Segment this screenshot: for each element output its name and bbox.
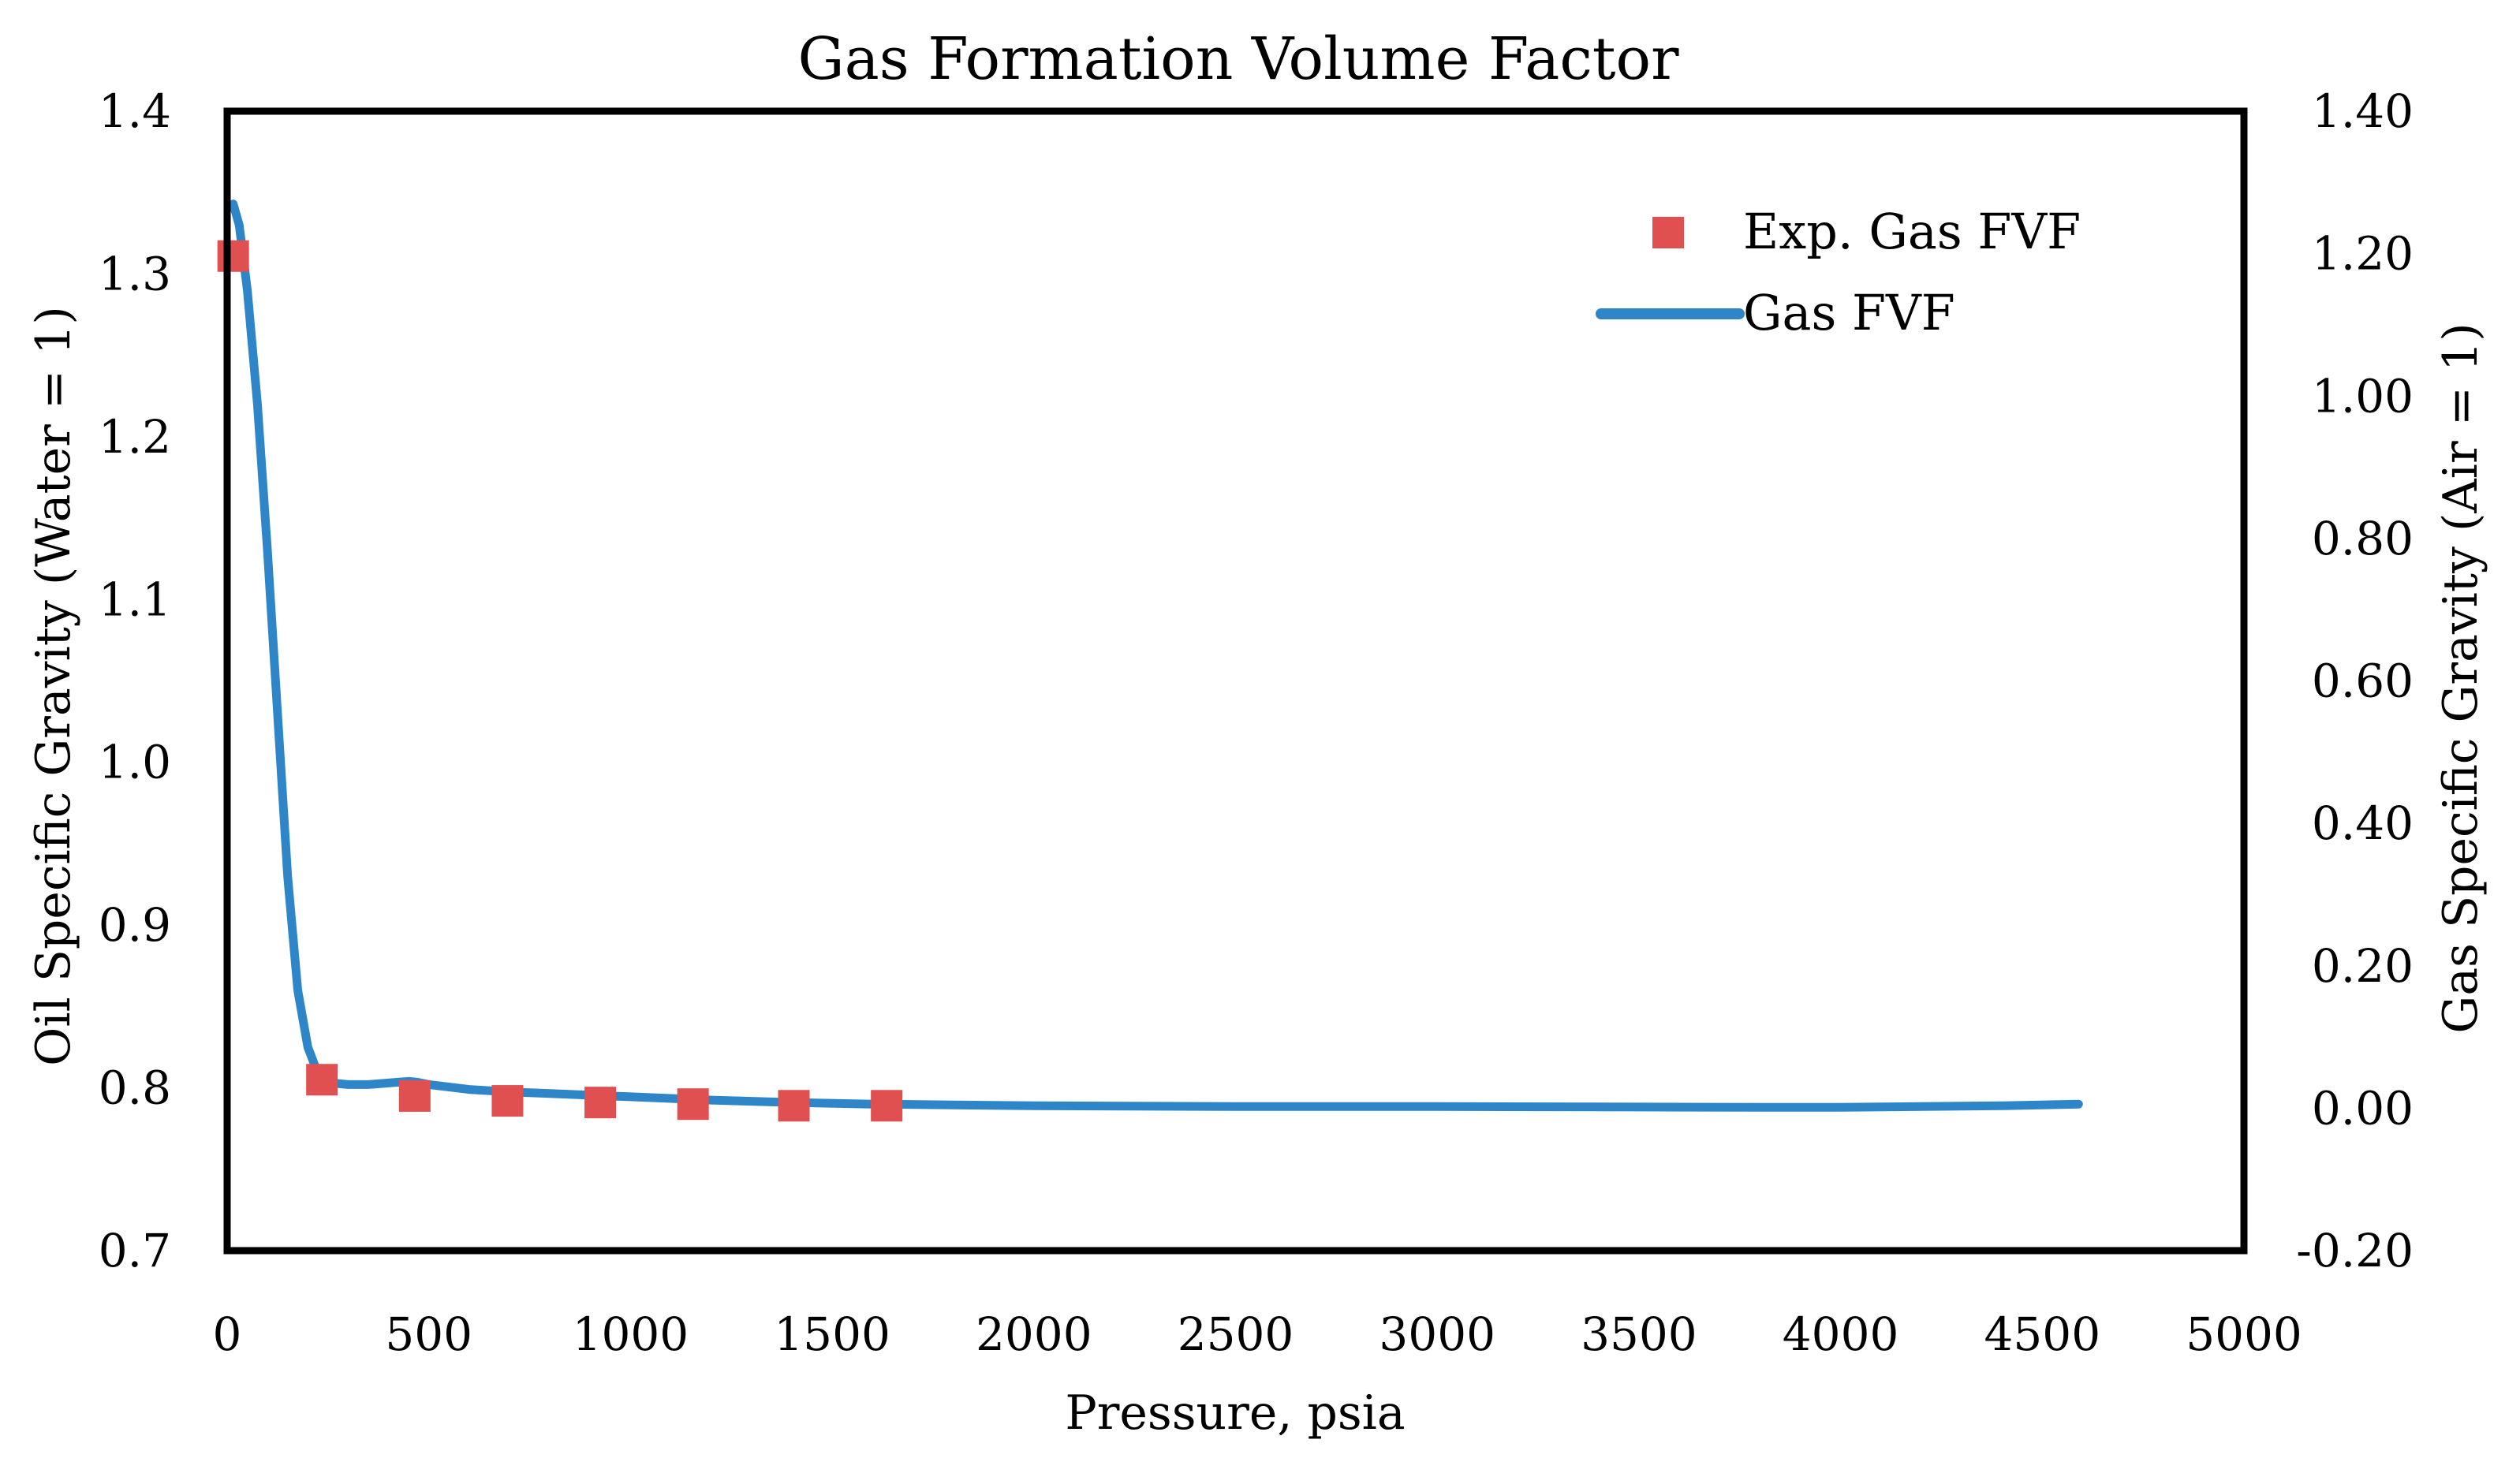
y-right-tick-label: 0.80 <box>2312 512 2414 565</box>
series-layer <box>217 200 2083 1122</box>
x-tick-label: 4500 <box>1984 1307 2100 1361</box>
y-right-axis-tick-labels: 1.40 1.20 1.00 0.80 0.60 0.40 0.20 0.00 -0.20 <box>2296 84 2414 1277</box>
exp-gas-fvf-point <box>778 1090 810 1122</box>
x-tick-label: 3500 <box>1581 1307 1697 1361</box>
x-tick-label: 2500 <box>1178 1307 1294 1361</box>
x-tick-label: 1000 <box>573 1307 689 1361</box>
exp-gas-fvf-point <box>491 1085 524 1117</box>
exp-gas-fvf-point <box>306 1064 338 1096</box>
chart-title: Gas Formation Volume Factor <box>798 25 1680 93</box>
exp-gas-fvf-point <box>677 1088 709 1121</box>
exp-gas-fvf-point <box>584 1087 617 1119</box>
legend: Exp. Gas FVF Gas FVF <box>1596 203 2081 341</box>
exp-gas-fvf-point <box>871 1090 903 1122</box>
y-left-axis-tick-labels: 1.4 1.3 1.2 1.1 1.0 0.9 0.8 0.7 <box>99 84 171 1277</box>
y-left-tick-label: 0.7 <box>99 1224 171 1277</box>
x-axis-label: Pressure, psia <box>1065 1385 1405 1441</box>
y-left-tick-label: 1.4 <box>99 84 171 138</box>
y-left-axis-label: Oil Specific Gravity (Water = 1) <box>26 306 81 1066</box>
exp-gas-fvf-point <box>398 1080 431 1112</box>
x-tick-label: 3000 <box>1379 1307 1495 1361</box>
x-tick-label: 1500 <box>774 1307 890 1361</box>
legend-label-exp-gas-fvf: Exp. Gas FVF <box>1743 203 2081 260</box>
y-left-tick-label: 1.2 <box>99 410 171 464</box>
legend-marker-exp-gas-fvf <box>1652 217 1684 248</box>
x-tick-label: 4000 <box>1783 1307 1899 1361</box>
y-right-tick-label: 1.00 <box>2312 369 2414 423</box>
y-left-tick-label: 0.9 <box>99 898 171 952</box>
y-right-tick-label: 0.40 <box>2312 796 2414 850</box>
y-right-tick-label: 0.00 <box>2312 1081 2414 1135</box>
x-axis-tick-labels: 0 500 1000 1500 2000 2500 3000 3500 4000 4500 5000 <box>213 1307 2302 1361</box>
y-right-tick-label: 0.60 <box>2312 654 2414 708</box>
x-tick-label: 5000 <box>2186 1307 2302 1361</box>
y-right-tick-label: -0.20 <box>2296 1224 2414 1277</box>
y-left-tick-label: 1.0 <box>99 736 171 789</box>
y-right-tick-label: 1.40 <box>2312 84 2414 138</box>
gas-fvf-line <box>229 200 2083 1112</box>
legend-label-gas-fvf: Gas FVF <box>1743 284 1955 341</box>
x-tick-label: 500 <box>385 1307 472 1361</box>
y-left-tick-label: 1.3 <box>99 247 171 300</box>
exp-gas-fvf-point <box>217 240 249 272</box>
y-left-tick-label: 1.1 <box>99 572 171 626</box>
plot-area-frame <box>223 107 2248 1255</box>
y-right-tick-label: 1.20 <box>2312 227 2414 281</box>
y-left-tick-label: 0.8 <box>99 1061 171 1115</box>
y-right-tick-label: 0.20 <box>2312 939 2414 993</box>
x-tick-label: 0 <box>213 1307 242 1361</box>
y-right-axis-label: Gas Specific Gravity (Air = 1) <box>2433 323 2488 1033</box>
x-tick-label: 2000 <box>976 1307 1092 1361</box>
